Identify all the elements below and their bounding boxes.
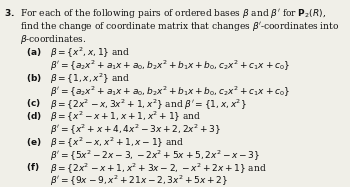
Text: $\mathbf{(d)}$: $\mathbf{(d)}$ xyxy=(26,110,42,122)
Text: $\beta' = \{x^2 + x + 4, 4x^2 - 3x + 2, 2x^2 + 3\}$: $\beta' = \{x^2 + x + 4, 4x^2 - 3x + 2, … xyxy=(50,123,221,137)
Text: $\beta' = \{a_2x^2 + a_1x + a_0, b_2x^2 + b_1x + b_0, c_2x^2 + c_1x + c_0\}$: $\beta' = \{a_2x^2 + a_1x + a_0, b_2x^2 … xyxy=(50,84,290,99)
Text: $\beta = \{x^2, x, 1\}$ and: $\beta = \{x^2, x, 1\}$ and xyxy=(50,46,130,60)
Text: $\beta' = \{9x - 9, x^2 + 21x - 2, 3x^2 + 5x + 2\}$: $\beta' = \{9x - 9, x^2 + 21x - 2, 3x^2 … xyxy=(50,174,228,187)
Text: $\beta = \{x^2 - x, x^2 + 1, x - 1\}$ and: $\beta = \{x^2 - x, x^2 + 1, x - 1\}$ an… xyxy=(50,136,184,150)
Text: $\mathbf{(f)}$: $\mathbf{(f)}$ xyxy=(26,161,40,173)
Text: $\beta = \{x^2 - x + 1, x + 1, x^2 + 1\}$ and: $\beta = \{x^2 - x + 1, x + 1, x^2 + 1\}… xyxy=(50,110,201,124)
Text: $\beta' = \{5x^2 - 2x - 3, -2x^2 + 5x + 5, 2x^2 - x - 3\}$: $\beta' = \{5x^2 - 2x - 3, -2x^2 + 5x + … xyxy=(50,148,260,163)
Text: $\mathbf{(b)}$: $\mathbf{(b)}$ xyxy=(26,71,42,84)
Text: $\mathbf{3.}$: $\mathbf{3.}$ xyxy=(4,7,15,19)
Text: $\beta = \{1, x, x^2\}$ and: $\beta = \{1, x, x^2\}$ and xyxy=(50,71,130,86)
Text: $\beta' = \{a_2x^2 + a_1x + a_0, b_2x^2 + b_1x + b_0, c_2x^2 + c_1x + c_0\}$: $\beta' = \{a_2x^2 + a_1x + a_0, b_2x^2 … xyxy=(50,59,290,73)
Text: $\mathbf{(e)}$: $\mathbf{(e)}$ xyxy=(26,136,42,148)
Text: $\mathbf{(c)}$: $\mathbf{(c)}$ xyxy=(26,97,41,109)
Text: find the change of coordinate matrix that changes $\beta'$-coordinates into: find the change of coordinate matrix tha… xyxy=(20,20,339,33)
Text: $\beta = \{2x^2 - x, 3x^2 + 1, x^2\}$ and $\beta' = \{1, x, x^2\}$: $\beta = \{2x^2 - x, 3x^2 + 1, x^2\}$ an… xyxy=(50,97,247,111)
Text: For each of the following pairs of ordered bases $\beta$ and $\beta'$ for $\math: For each of the following pairs of order… xyxy=(20,7,326,21)
Text: $\beta$-coordinates.: $\beta$-coordinates. xyxy=(20,33,86,46)
Text: $\beta = \{2x^2 - x + 1, x^2 + 3x - 2, -x^2 + 2x + 1\}$ and: $\beta = \{2x^2 - x + 1, x^2 + 3x - 2, -… xyxy=(50,161,267,176)
Text: $\mathbf{(a)}$: $\mathbf{(a)}$ xyxy=(26,46,42,58)
